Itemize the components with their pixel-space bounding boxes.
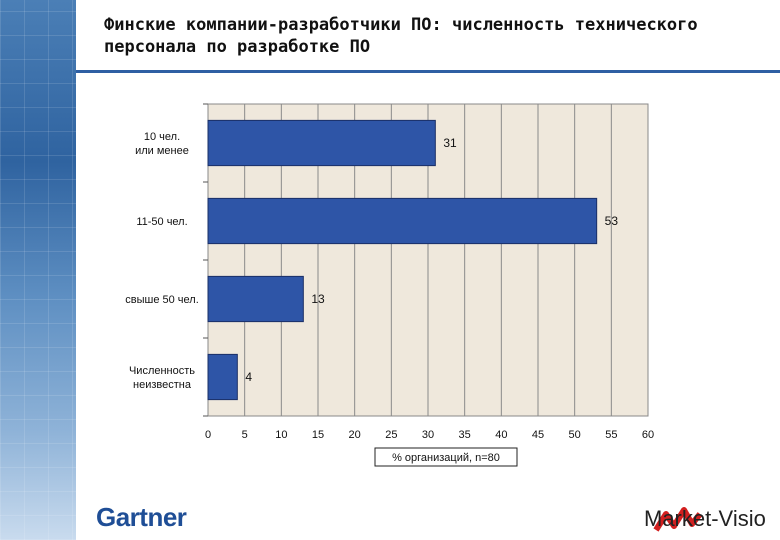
x-tick-label: 10	[275, 429, 287, 441]
x-axis-title: % организаций, n=80	[392, 452, 500, 464]
category-label: 11-50 чел.	[136, 216, 187, 228]
bar-value-label: 53	[605, 214, 619, 228]
x-tick-label: 0	[205, 429, 211, 441]
title-divider	[76, 70, 780, 73]
x-tick-label: 55	[605, 429, 617, 441]
x-tick-label: 45	[532, 429, 544, 441]
bar-value-label: 31	[443, 136, 457, 150]
bar	[207, 353, 238, 401]
x-tick-label: 30	[422, 429, 434, 441]
bar	[207, 119, 436, 167]
bar	[207, 275, 304, 323]
x-tick-label: 25	[385, 429, 397, 441]
decorative-side-image	[0, 0, 76, 540]
x-tick-label: 5	[242, 429, 248, 441]
bar-value-label: 13	[311, 292, 325, 306]
page-title: Финские компании-разработчики ПО: числен…	[104, 15, 698, 57]
gartner-logo: Gartner	[96, 502, 187, 532]
x-tick-label: 60	[642, 429, 654, 441]
bar-value-label: 4	[245, 370, 252, 384]
market-visio-logo: Market-Visio	[644, 506, 766, 531]
x-tick-label: 15	[312, 429, 324, 441]
market-visio-logo-icon	[653, 507, 703, 532]
category-label: 10 чел. или менее	[135, 131, 189, 157]
x-tick-label: 50	[569, 429, 581, 441]
x-tick-label: 20	[349, 429, 361, 441]
category-label: Численность неизвестна	[129, 365, 195, 391]
bar	[207, 197, 598, 245]
x-tick-label: 35	[459, 429, 471, 441]
x-tick-label: 40	[495, 429, 507, 441]
x-axis-title-box	[374, 447, 518, 467]
category-label: свыше 50 чел.	[125, 294, 199, 306]
